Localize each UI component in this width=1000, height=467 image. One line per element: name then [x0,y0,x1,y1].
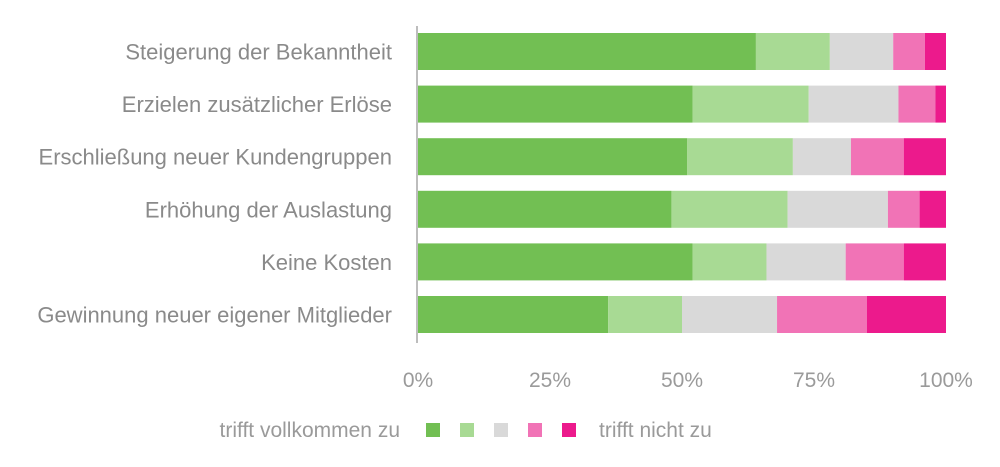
bar-segment [829,33,894,70]
bar-segment [687,138,793,176]
legend-swatch [460,423,474,437]
category-labels: Steigerung der Bekanntheit Erzielen zusät… [37,40,392,328]
bar-segment [845,243,904,281]
legend-left-label: trifft vollkommen zu [220,419,401,442]
bar-segment [808,85,899,123]
bar-segment [682,296,778,333]
bar-segment [850,138,904,176]
bar-segment [777,296,867,333]
bar-segment [924,33,946,70]
bar-segment [418,243,693,281]
x-tick-label: 75% [793,369,835,392]
bar-segment [919,190,946,228]
category-label: Gewinnung neuer eigener Mitglieder [37,303,392,328]
bar-segment [887,190,920,228]
x-tick-label: 50% [661,369,703,392]
bar-segment [608,296,682,333]
category-label: Steigerung der Bekanntheit [125,40,392,65]
legend: trifft vollkommen zu trifft nicht zu [220,419,712,442]
bar-segment [935,85,946,123]
legend-swatch [528,423,542,437]
x-tick-label: 100% [919,369,973,392]
bar-segment [766,243,846,281]
bar-segment [692,243,767,281]
bar-segment [671,190,788,228]
bar-segment [755,33,830,70]
x-axis-ticks: 0% 25% 50% 75% 100% [403,369,973,392]
bar-segment [866,296,946,333]
x-tick-label: 25% [529,369,571,392]
bar-segment [903,138,946,176]
category-label: Erzielen zusätzlicher Erlöse [122,92,392,117]
legend-right-label: trifft nicht zu [599,419,712,442]
bar-segment [787,190,888,228]
bar-segment [418,190,672,228]
bar-segment [418,33,756,70]
x-tick-label: 0% [403,369,433,392]
legend-swatch [562,423,576,437]
bars [418,33,946,333]
bar-segment [903,243,946,281]
category-label: Keine Kosten [261,250,392,275]
category-label: Erschließung neuer Kundengruppen [39,145,392,170]
legend-swatch [426,423,440,437]
category-label: Erhöhung der Auslastung [145,197,392,222]
bar-segment [692,85,809,123]
legend-swatches [426,423,576,437]
legend-swatch [494,423,508,437]
bar-segment [898,85,936,123]
bar-segment [893,33,925,70]
bar-segment [792,138,851,176]
bar-segment [418,85,693,123]
bar-segment [418,296,609,333]
bar-segment [418,138,688,176]
